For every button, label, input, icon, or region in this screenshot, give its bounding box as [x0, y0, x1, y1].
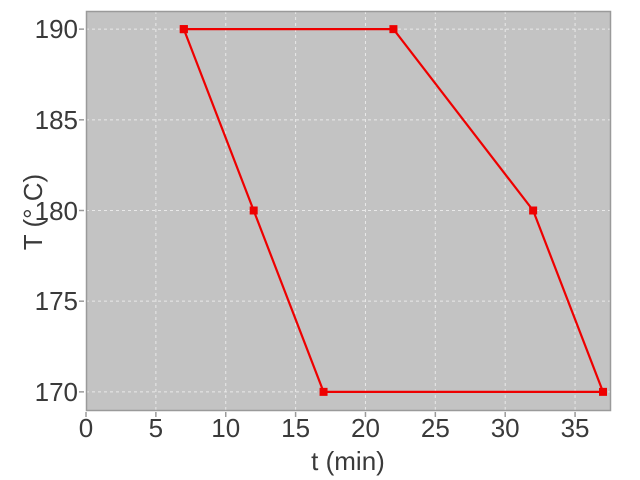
data-point-marker — [249, 206, 258, 215]
x-tick-label: 20 — [350, 413, 380, 443]
x-tick-label: 35 — [560, 413, 590, 443]
x-tick-label: 15 — [281, 413, 311, 443]
data-point-marker — [529, 206, 538, 215]
x-tick-label: 5 — [148, 413, 164, 443]
data-point-marker — [389, 25, 398, 34]
plot-frame — [85, 10, 612, 412]
y-tick-label: 170 — [34, 376, 78, 407]
y-tick-label: 190 — [34, 14, 78, 45]
y-tick-label: 175 — [34, 286, 78, 317]
x-axis-title: t (min) — [311, 446, 385, 476]
x-tick-label: 10 — [211, 413, 241, 443]
data-point-marker — [599, 387, 608, 396]
data-point-marker — [319, 387, 328, 396]
y-tick-label: 180 — [34, 195, 78, 226]
data-point-marker — [179, 25, 188, 34]
x-tick-label: 0 — [78, 413, 94, 443]
y-tick-label: 185 — [34, 104, 78, 135]
x-tick-label: 30 — [490, 413, 520, 443]
plot-background — [86, 11, 610, 410]
x-tick-label: 25 — [420, 413, 450, 443]
